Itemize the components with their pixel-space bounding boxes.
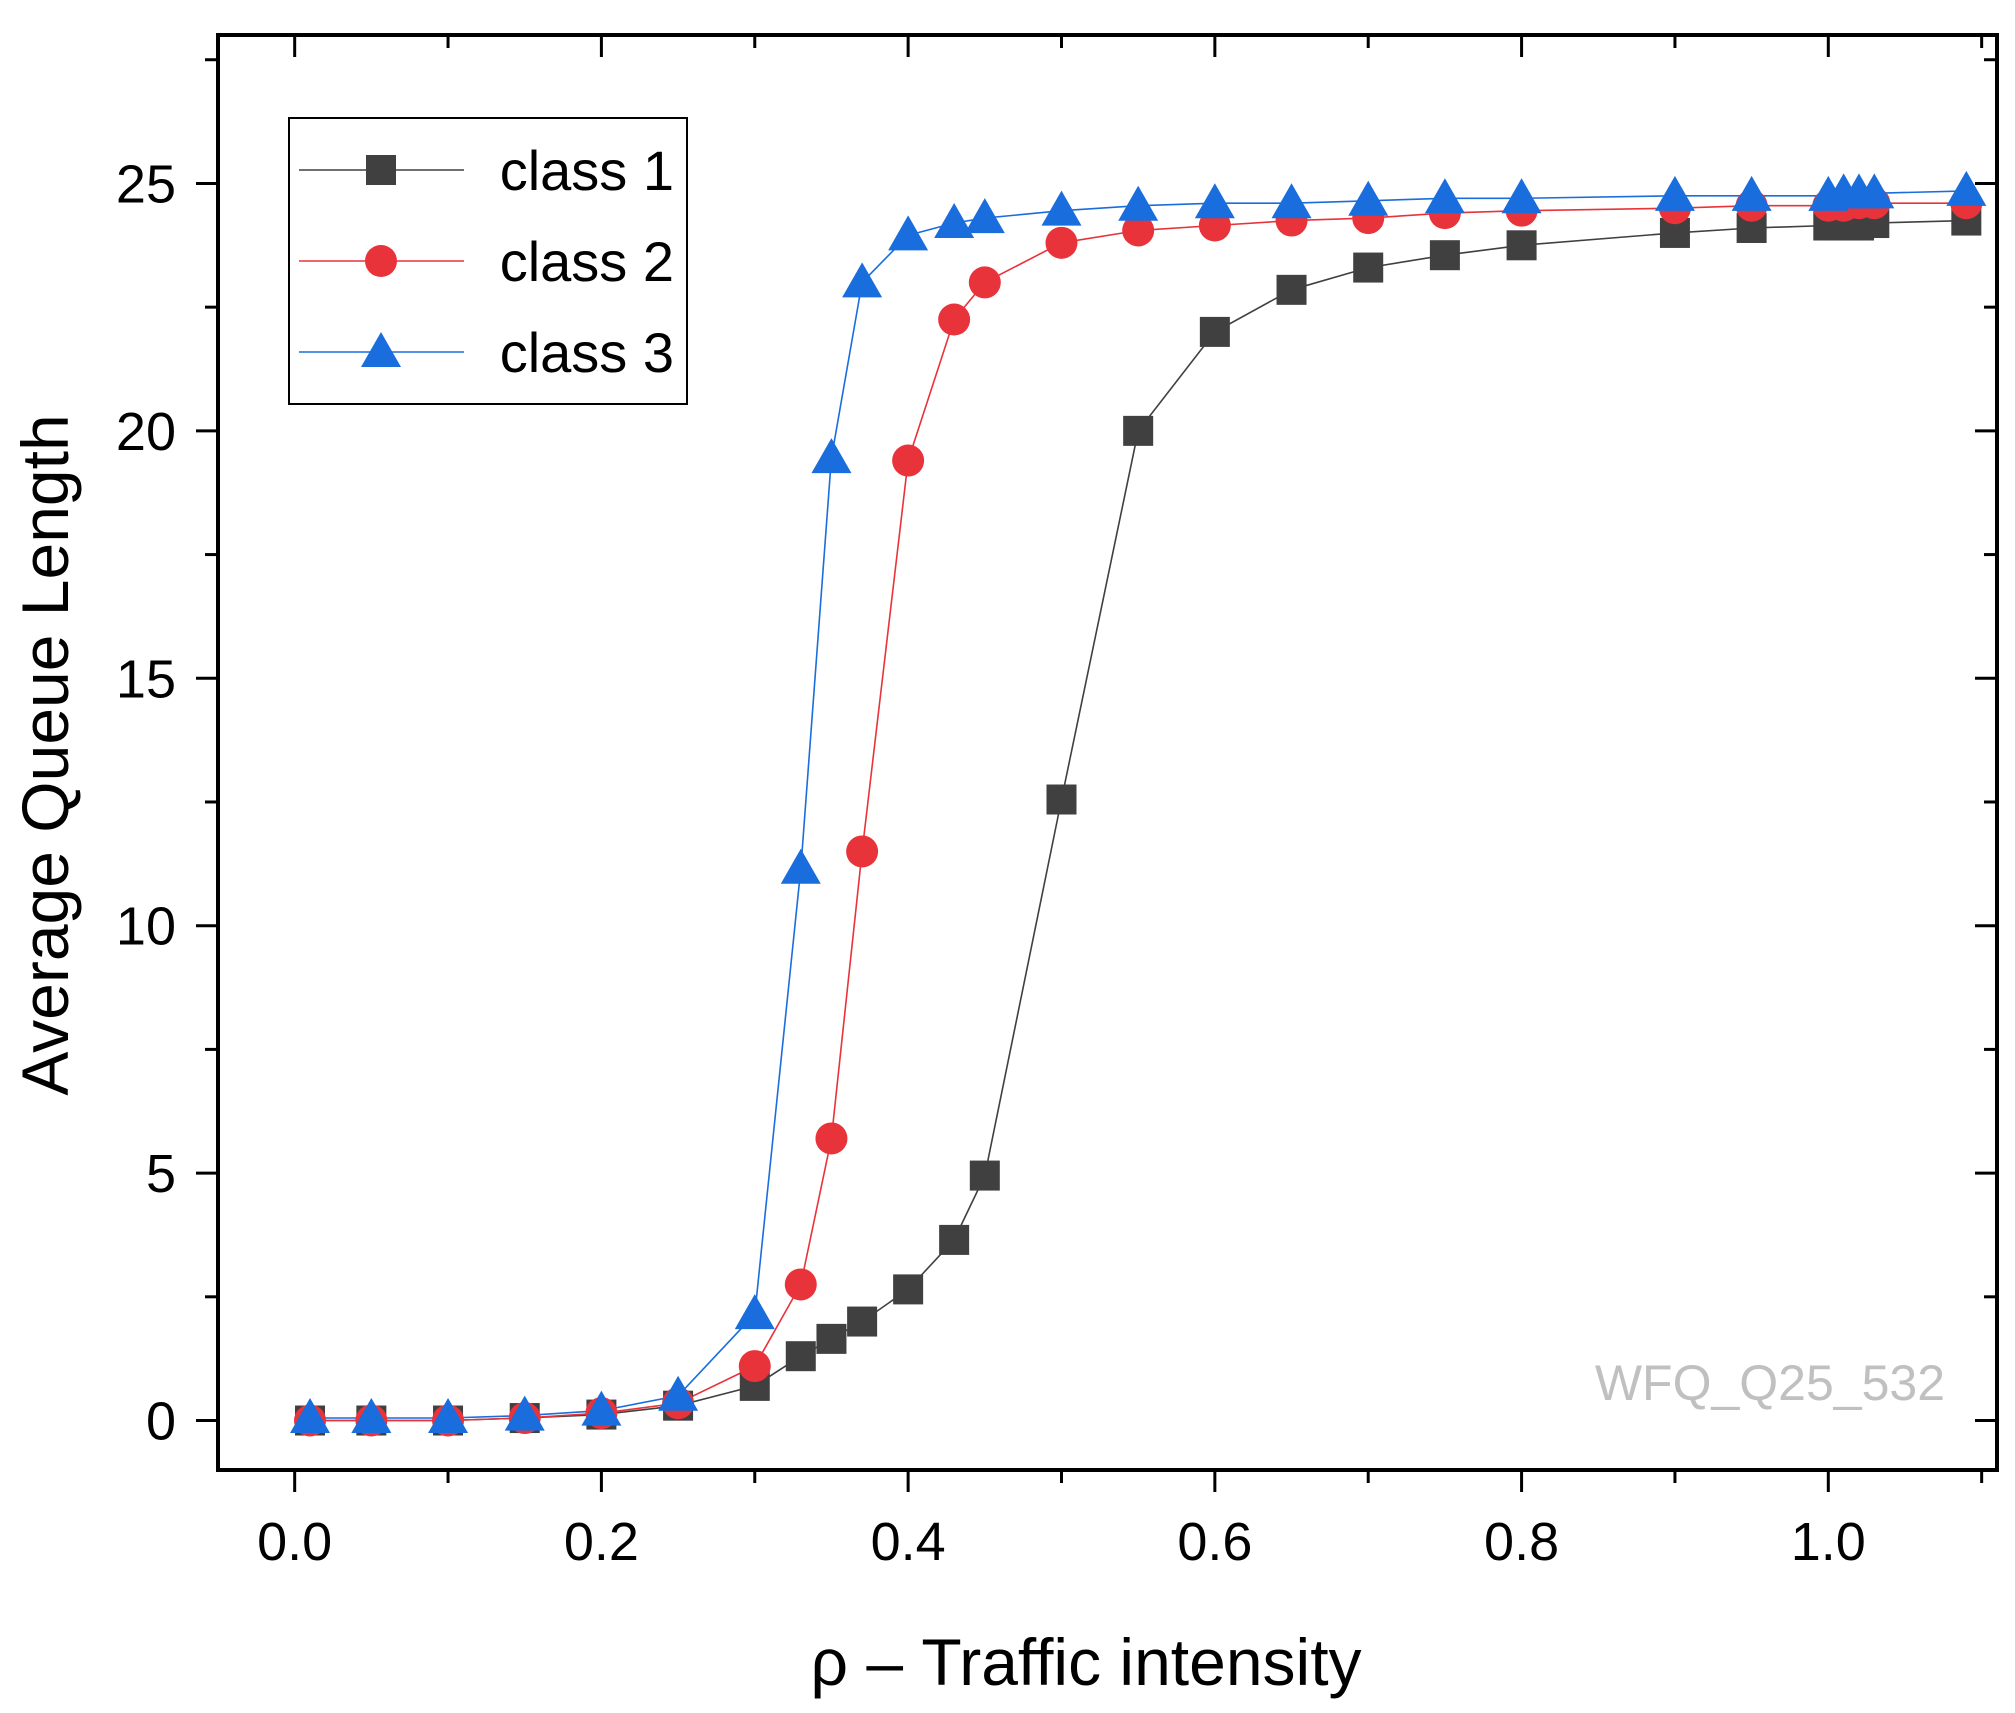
data-point-class-3 bbox=[1654, 175, 1695, 211]
data-point-class-1 bbox=[893, 1274, 924, 1305]
data-point-class-1 bbox=[1123, 415, 1154, 446]
y-tick-label: 0 bbox=[146, 1392, 176, 1452]
plot-frame bbox=[216, 33, 1999, 1472]
data-point-class-3 bbox=[1854, 173, 1895, 209]
data-point-class-1 bbox=[785, 1341, 816, 1372]
data-point-class-1 bbox=[969, 1160, 1000, 1191]
legend-marker-class-1 bbox=[366, 155, 396, 185]
x-tick-label: 0.6 bbox=[1177, 1512, 1252, 1572]
data-point-class-1 bbox=[1353, 252, 1384, 283]
data-point-class-3 bbox=[842, 262, 883, 298]
data-point-class-2 bbox=[1122, 214, 1155, 247]
y-tick-label: 5 bbox=[146, 1144, 176, 1204]
data-point-class-3 bbox=[1424, 178, 1465, 214]
y-tick-label: 15 bbox=[116, 649, 176, 709]
data-point-class-2 bbox=[784, 1268, 817, 1301]
data-point-class-3 bbox=[504, 1395, 545, 1431]
data-point-class-3 bbox=[351, 1398, 392, 1434]
legend-label-class-3: class 3 bbox=[500, 321, 674, 384]
y-axis-title: Average Queue Length bbox=[8, 414, 82, 1095]
data-point-class-3 bbox=[1041, 190, 1082, 226]
x-tick-label: 0.2 bbox=[564, 1512, 639, 1572]
data-point-class-3 bbox=[1731, 175, 1772, 211]
data-point-class-3 bbox=[964, 198, 1005, 234]
data-point-class-2 bbox=[738, 1350, 771, 1383]
data-point-class-3 bbox=[1946, 170, 1987, 206]
data-point-class-2 bbox=[1045, 226, 1078, 259]
data-point-class-3 bbox=[934, 203, 975, 239]
data-point-class-3 bbox=[888, 215, 929, 251]
data-point-class-3 bbox=[658, 1375, 699, 1411]
watermark: WFQ_Q25_532 bbox=[1595, 1355, 1945, 1411]
series-markers bbox=[290, 170, 1987, 1437]
axes: 0.0 0.2 0.4 0.6 0.8 1.0 0 5 10 15 20 25 bbox=[116, 33, 1999, 1572]
legend-label-class-2: class 2 bbox=[500, 230, 674, 293]
legend-marker-class-3 bbox=[361, 332, 401, 367]
x-tick-label: 0.4 bbox=[871, 1512, 946, 1572]
data-point-class-1 bbox=[847, 1306, 878, 1337]
data-point-class-2 bbox=[938, 303, 971, 336]
data-point-class-1 bbox=[1506, 230, 1537, 261]
data-point-class-3 bbox=[734, 1294, 775, 1330]
data-point-class-3 bbox=[811, 438, 852, 474]
data-point-class-3 bbox=[780, 848, 821, 884]
data-point-class-3 bbox=[1348, 180, 1389, 216]
data-point-class-2 bbox=[892, 444, 925, 477]
data-point-class-3 bbox=[581, 1390, 622, 1426]
data-point-class-1 bbox=[1429, 240, 1460, 271]
data-point-class-2 bbox=[846, 835, 879, 868]
data-point-class-3 bbox=[1194, 183, 1235, 219]
y-tick-label: 10 bbox=[116, 897, 176, 957]
data-point-class-3 bbox=[1118, 185, 1159, 221]
x-tick-label: 1.0 bbox=[1791, 1512, 1866, 1572]
data-point-class-2 bbox=[815, 1122, 848, 1155]
y-tick-label: 20 bbox=[116, 402, 176, 462]
legend: class 1 class 2 class 3 bbox=[288, 117, 688, 405]
data-point-class-1 bbox=[816, 1323, 847, 1354]
data-point-class-3 bbox=[1271, 183, 1312, 219]
y-tick-label: 25 bbox=[116, 154, 176, 214]
data-point-class-1 bbox=[1276, 274, 1307, 305]
data-point-class-3 bbox=[290, 1398, 331, 1434]
data-point-class-1 bbox=[939, 1224, 970, 1255]
data-point-class-1 bbox=[1046, 784, 1077, 815]
x-tick-label: 0.0 bbox=[257, 1512, 332, 1572]
data-point-class-3 bbox=[1501, 178, 1542, 214]
legend-label-class-1: class 1 bbox=[500, 139, 674, 202]
data-point-class-2 bbox=[968, 266, 1001, 299]
x-axis-title: ρ – Traffic intensity bbox=[810, 1625, 1361, 1699]
data-point-class-1 bbox=[1199, 316, 1230, 347]
x-tick-label: 0.8 bbox=[1484, 1512, 1559, 1572]
data-point-class-3 bbox=[428, 1398, 469, 1434]
legend-marker-class-2 bbox=[365, 245, 397, 277]
